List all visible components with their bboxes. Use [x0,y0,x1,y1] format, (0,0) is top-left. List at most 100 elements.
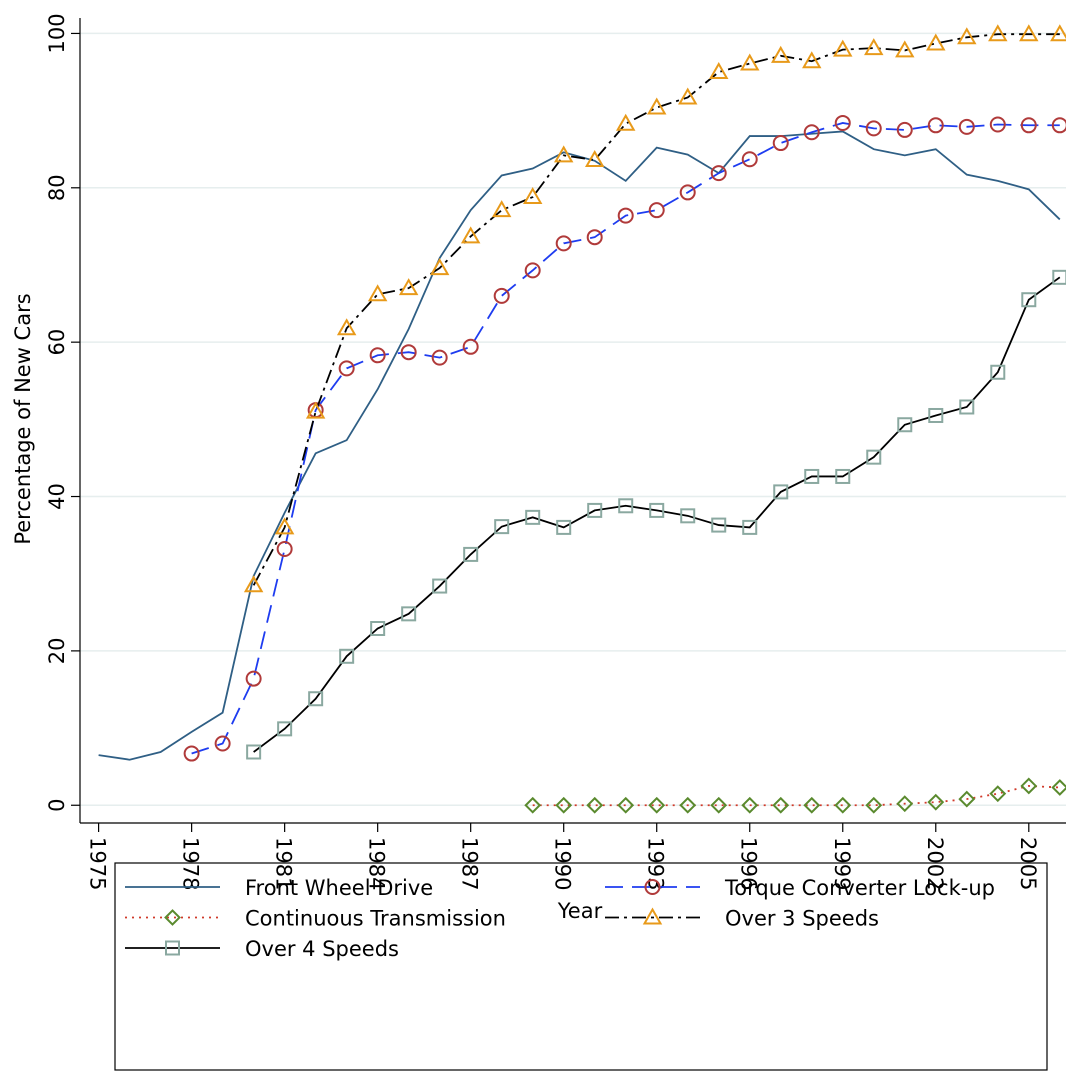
legend-label: Over 4 Speeds [245,937,399,961]
legend-box [114,862,1048,1071]
data-point [243,575,264,593]
y-tick-label: 100 [45,13,69,53]
legend-marker [165,940,180,956]
data-point [370,621,386,637]
data-point [646,97,667,115]
data-point [555,796,573,814]
data-point [401,606,417,622]
data-point [584,149,605,168]
legend-marker [644,879,661,895]
data-point [556,519,572,535]
data-point [990,364,1006,380]
data-point [803,796,821,814]
data-point [865,796,883,814]
data-point [586,796,604,814]
data-point [1020,117,1037,134]
data-point [771,45,791,63]
data-point [586,229,603,246]
data-point [615,113,636,131]
data-point [958,790,976,808]
data-point [864,38,884,56]
data-point [803,124,820,141]
x-tick-label: 1996 [737,837,761,890]
data-point [1051,779,1066,796]
x-axis-title: Year [557,899,603,923]
data-point [679,184,696,201]
data-point [1050,24,1066,42]
data-point [617,796,635,814]
data-point [957,27,977,45]
data-point [400,344,417,361]
data-point [648,202,665,219]
data-point [587,502,603,518]
data-point [367,284,388,302]
data-point [742,519,758,535]
x-tick-label: 1999 [830,837,854,890]
data-point [1052,269,1066,285]
data-point [680,508,696,524]
data-point [897,417,913,433]
y-tick-label: 40 [45,483,69,510]
legend-label: Continuous Transmission [245,907,506,931]
data-point [617,207,634,224]
data-point [928,407,944,423]
data-point [927,117,944,134]
data-point [834,796,852,814]
data-point [773,484,789,500]
data-point [1020,777,1038,795]
data-point [833,39,853,57]
data-point [618,498,634,514]
data-point [741,151,758,168]
data-point [741,796,759,814]
data-point [989,785,1007,803]
data-point [432,578,448,594]
data-point [245,670,262,687]
data-point [369,347,386,364]
data-point [772,135,789,152]
data-point [804,468,820,484]
data-point [1021,292,1037,308]
data-point [866,449,882,465]
data-point [429,258,450,276]
data-point [524,262,541,279]
data-point [525,509,541,525]
data-point [835,468,851,484]
data-point [555,235,572,252]
data-point [896,795,914,813]
data-point [274,517,295,535]
data-point [648,796,666,814]
data-point [463,546,479,562]
data-point [834,114,851,131]
data-point [246,744,262,760]
data-point [277,721,293,737]
x-tick-label: 1984 [365,837,389,890]
data-point [494,519,510,535]
data-point [865,120,882,137]
data-point [214,735,231,752]
x-tick-label: 1990 [551,837,575,890]
legend-label: Torque Converter Lock-up [724,876,995,900]
data-point [710,165,727,182]
data-point [772,796,790,814]
y-tick-label: 0 [45,799,69,812]
data-point [959,399,975,415]
x-tick-label: 1987 [458,837,482,890]
data-point [524,796,542,814]
data-point [649,502,665,518]
data-point [462,338,479,355]
x-tick-label: 1978 [179,837,203,890]
x-tick-label: 2002 [923,837,947,890]
data-point [958,118,975,135]
data-point [711,517,727,533]
legend-label: Over 3 Speeds [725,907,879,931]
legend-marker [164,909,181,926]
x-tick-label: 2005 [1016,837,1040,890]
data-point [431,349,448,366]
data-point [398,278,419,296]
legend-marker [642,907,663,925]
data-point [802,51,822,69]
series-line [252,33,1060,586]
data-point [988,24,1008,42]
